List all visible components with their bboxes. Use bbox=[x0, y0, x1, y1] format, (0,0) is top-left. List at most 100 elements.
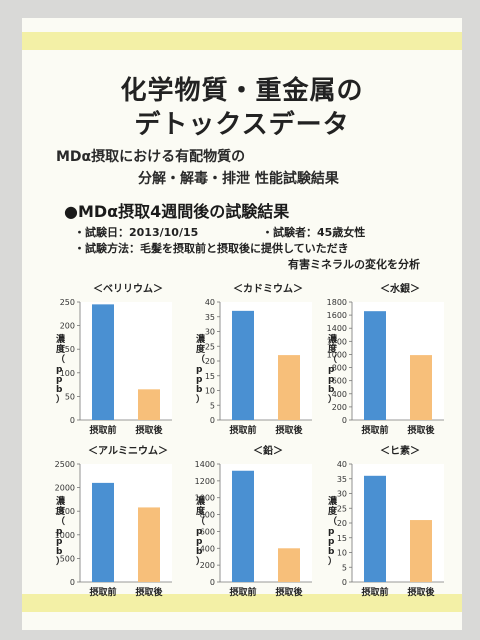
y-tick-label: 5 bbox=[342, 563, 347, 572]
chart-cadmium: ＜カドミウム＞ 0 5 10 15 20 25 30 35 40 濃度（ p p b） 摂取前 摂取後 bbox=[186, 280, 326, 445]
bar-after bbox=[278, 548, 300, 582]
chart-title: ＜カドミウム＞ bbox=[233, 283, 303, 295]
y-tick-label: 800 bbox=[332, 364, 347, 373]
title-line-2: デトックスデータ bbox=[134, 110, 350, 140]
y-axis-label-char: 度 bbox=[56, 505, 66, 517]
category-label: 摂取前 bbox=[361, 586, 388, 598]
y-axis-label-char: 濃 bbox=[328, 495, 338, 507]
y-tick-label: 0 bbox=[342, 416, 347, 425]
bottom-stripe bbox=[22, 594, 462, 612]
bar-after bbox=[410, 355, 432, 420]
y-axis-label-char: ） bbox=[56, 394, 65, 405]
y-tick-label: 400 bbox=[200, 544, 215, 553]
y-axis-label: 濃度（ p p b） bbox=[328, 495, 338, 567]
chart-lead: ＜鉛＞ 0 200 400 600 800 1000 1200 1400 濃度（ p p b）摂取前 摂取… bbox=[186, 442, 326, 607]
y-axis-label-char: （ bbox=[328, 354, 337, 365]
chart-title: ＜ヒ素＞ bbox=[380, 444, 420, 457]
y-tick-label: 20 bbox=[205, 357, 215, 366]
y-axis-label-char: p bbox=[56, 527, 63, 537]
y-tick-label: 600 bbox=[332, 377, 347, 386]
y-tick-label: 0 bbox=[210, 416, 215, 425]
y-axis-label-char: （ bbox=[56, 354, 65, 365]
poster: 化学物質・重金属の デトックスデータ MDα摂取における有配物質の 分解・解毒・… bbox=[22, 18, 462, 630]
y-axis-label-char: ） bbox=[196, 556, 205, 567]
y-axis-label-char: p bbox=[196, 537, 203, 547]
y-tick-label: 600 bbox=[200, 527, 215, 536]
y-tick-label: 1000 bbox=[327, 350, 347, 359]
y-tick-label: 5 bbox=[210, 401, 215, 410]
chart-title: ＜ベリリウム＞ bbox=[93, 283, 163, 295]
category-label: 摂取後 bbox=[275, 424, 303, 436]
y-axis-label-char: p bbox=[328, 537, 335, 547]
chart-mercury: ＜水銀＞ 0 200 400 600 800 1000 1200 1400 1600 1800 濃度（… bbox=[318, 280, 458, 445]
y-tick-label: 250 bbox=[60, 298, 75, 307]
y-tick-label: 30 bbox=[205, 328, 215, 337]
y-tick-label: 1400 bbox=[195, 460, 215, 469]
y-tick-label: 35 bbox=[337, 475, 347, 484]
y-tick-label: 200 bbox=[332, 403, 347, 412]
y-tick-label: 40 bbox=[205, 298, 215, 307]
y-axis-label-char: 度 bbox=[196, 505, 206, 517]
category-label: 摂取後 bbox=[407, 424, 435, 436]
bar-after bbox=[410, 520, 432, 582]
category-label: 摂取前 bbox=[229, 586, 256, 598]
y-tick-label: 35 bbox=[205, 313, 215, 322]
y-axis-label-char: b bbox=[196, 385, 203, 395]
y-tick-label: 15 bbox=[205, 372, 215, 381]
y-tick-label: 150 bbox=[60, 345, 75, 354]
y-tick-label: 1200 bbox=[327, 337, 347, 346]
y-axis-label-char: p bbox=[328, 375, 335, 385]
top-stripe bbox=[22, 32, 462, 50]
y-tick-label: 1400 bbox=[327, 324, 347, 333]
y-axis-label-char: （ bbox=[328, 516, 337, 527]
test-method-line-1: ・試験方法：毛髪を摂取前と摂取後に提供していただき bbox=[74, 242, 349, 255]
y-tick-label: 0 bbox=[342, 578, 347, 587]
y-axis-label-char: 濃 bbox=[56, 333, 66, 345]
y-tick-label: 500 bbox=[60, 554, 75, 563]
y-tick-label: 10 bbox=[337, 549, 347, 558]
y-axis-label-char: b bbox=[56, 385, 63, 395]
y-axis-label: 濃度（ p p b） bbox=[328, 333, 338, 405]
y-tick-label: 50 bbox=[65, 392, 75, 401]
y-tick-label: 30 bbox=[337, 490, 347, 499]
y-axis-label-char: （ bbox=[196, 516, 205, 527]
bar-before bbox=[364, 311, 386, 420]
y-axis-label-char: b bbox=[196, 547, 203, 557]
y-tick-label: 40 bbox=[337, 460, 347, 469]
y-tick-label: 200 bbox=[200, 561, 215, 570]
chart-arsenic: ＜ヒ素＞ 0 5 10 15 20 25 30 35 40 濃度（ p p b）摂取前 摂取後 bbox=[318, 442, 458, 607]
y-tick-label: 1500 bbox=[55, 507, 75, 516]
y-tick-label: 2500 bbox=[55, 460, 75, 469]
category-label: 摂取前 bbox=[229, 424, 256, 436]
y-tick-label: 25 bbox=[205, 342, 215, 351]
y-axis-label-char: p bbox=[196, 527, 203, 537]
category-label: 摂取前 bbox=[89, 424, 116, 436]
y-axis-label-char: 濃 bbox=[196, 495, 206, 507]
chart-title: ＜アルミニウム＞ bbox=[88, 445, 168, 457]
bar-after bbox=[138, 507, 160, 582]
y-axis-label-char: 度 bbox=[56, 343, 66, 355]
y-tick-label: 10 bbox=[205, 387, 215, 396]
category-label: 摂取前 bbox=[89, 586, 116, 598]
category-label: 摂取後 bbox=[135, 586, 163, 598]
y-axis-label-char: 度 bbox=[328, 505, 338, 517]
y-axis-label: 濃度（ p p b） bbox=[196, 333, 206, 405]
y-tick-label: 25 bbox=[337, 504, 347, 513]
y-axis-label: 濃度（ p p b） bbox=[196, 495, 206, 567]
y-axis-label-char: 度 bbox=[196, 343, 206, 355]
y-axis-label-char: b bbox=[328, 385, 335, 395]
y-axis-label-char: ） bbox=[328, 394, 337, 405]
y-tick-label: 1200 bbox=[195, 477, 215, 486]
bar-before bbox=[232, 310, 254, 420]
y-axis-label-char: （ bbox=[196, 354, 205, 365]
y-tick-label: 100 bbox=[60, 369, 75, 378]
y-axis-label-char: b bbox=[56, 547, 63, 557]
bar-before bbox=[364, 475, 386, 582]
y-tick-label: 200 bbox=[60, 322, 75, 331]
y-tick-label: 800 bbox=[200, 511, 215, 520]
chart-title: ＜水銀＞ bbox=[380, 282, 420, 295]
test-method-line-2: 有害ミネラルの変化を分析 bbox=[288, 258, 420, 271]
chart-title: ＜鉛＞ bbox=[253, 444, 283, 457]
y-axis-label: 濃度（ p p b） bbox=[56, 495, 66, 567]
y-axis-label-char: ） bbox=[56, 556, 65, 567]
